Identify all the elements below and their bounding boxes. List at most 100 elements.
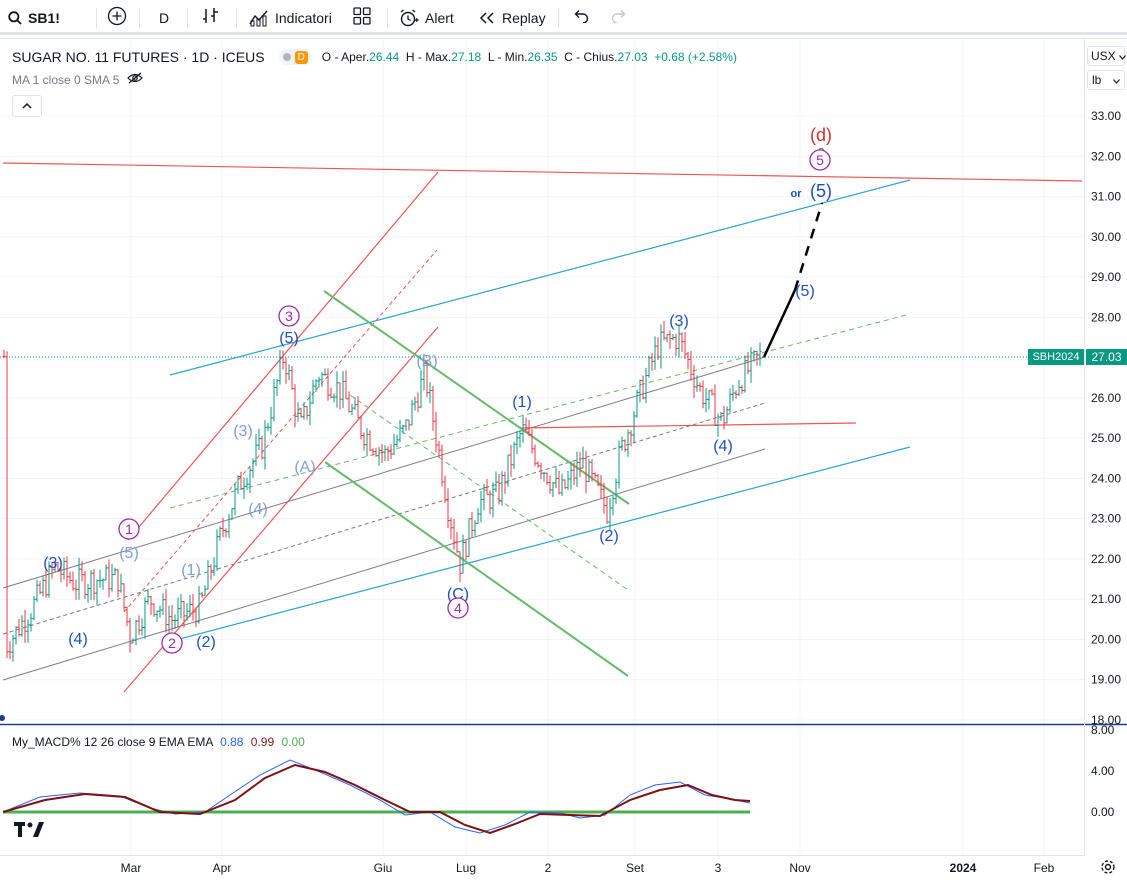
- symbol-label: SB1!: [28, 9, 60, 26]
- ohlc-values: O - Aper.26.44 H - Max.27.18 L - Min.26.…: [322, 50, 737, 64]
- time-axis[interactable]: Mar Apr Giu Lug 2 Set 3 Nov 2024 Feb: [121, 861, 1055, 875]
- wave-label[interactable]: (5): [810, 181, 832, 201]
- price-tick-label: 32.00: [1091, 149, 1121, 163]
- undo-icon: [572, 9, 590, 26]
- bar-style-button[interactable]: [202, 0, 220, 35]
- price-tick-label: 20.00: [1091, 632, 1121, 646]
- price-tick-label: 19.00: [1091, 673, 1121, 687]
- macd-legend[interactable]: My_MACD% 12 26 close 9 EMA EMA 0.88 0.99…: [12, 735, 305, 749]
- delayed-badge: D: [294, 50, 308, 64]
- trend-lines: [0, 162, 1084, 693]
- price-tick-label: 21.00: [1091, 592, 1121, 606]
- price-tick-label: 29.00: [1091, 270, 1121, 284]
- price-tick-label: 31.00: [1091, 190, 1121, 204]
- redo-button[interactable]: [610, 0, 628, 35]
- wave-label[interactable]: (3): [233, 423, 253, 440]
- currency-select[interactable]: USX: [1087, 46, 1126, 66]
- macd-tick-label: 4.00: [1091, 764, 1115, 778]
- undo-button[interactable]: [572, 0, 590, 35]
- eye-hidden-icon[interactable]: [127, 72, 144, 87]
- green-channel-lower: [324, 461, 629, 677]
- unit-select[interactable]: lb: [1087, 70, 1125, 90]
- alert-button[interactable]: Alert: [399, 0, 454, 35]
- settings-gear-icon[interactable]: [1100, 859, 1116, 880]
- wave-label[interactable]: (1): [181, 562, 201, 579]
- wave-label[interactable]: (4): [248, 501, 268, 518]
- plus-circle-icon: [107, 6, 127, 29]
- time-tick-label: 2: [545, 861, 552, 875]
- cyan-channel-upper: [169, 179, 911, 376]
- wave-label[interactable]: (d): [810, 125, 832, 145]
- wave-label[interactable]: (A): [294, 459, 315, 476]
- macd-tick-label: 0.00: [1091, 805, 1115, 819]
- wave-label[interactable]: (2): [196, 634, 216, 651]
- indicators-button[interactable]: Indicatori: [249, 0, 332, 35]
- wave-label[interactable]: (3): [43, 555, 63, 572]
- unit-label: lb: [1092, 73, 1102, 87]
- wave-label[interactable]: 1: [125, 521, 133, 537]
- price-tick-label: 33.00: [1091, 109, 1121, 123]
- symbol-price-tag: SBH2024: [1028, 349, 1084, 365]
- wave-label[interactable]: 2: [168, 635, 176, 651]
- macd-axis[interactable]: 8.00 4.00 0.00: [1091, 723, 1115, 819]
- gray-channel-upper: [2, 356, 766, 589]
- time-tick-label: Nov: [789, 861, 810, 875]
- green-channel-mid: [349, 394, 629, 591]
- wave-label[interactable]: 4: [454, 600, 462, 616]
- search-icon: [8, 10, 22, 25]
- redo-icon: [610, 9, 628, 26]
- time-tick-label: 2024: [950, 861, 977, 875]
- wave-label[interactable]: (5): [119, 545, 139, 562]
- price-tick-label: 28.00: [1091, 310, 1121, 324]
- wave-label[interactable]: (4): [713, 438, 733, 455]
- chart-title[interactable]: SUGAR NO. 11 FUTURES · 1D · ICEUS: [12, 49, 265, 65]
- alert-label: Alert: [425, 9, 454, 26]
- alarm-clock-icon: [399, 8, 419, 27]
- wave-label[interactable]: (C): [447, 586, 469, 603]
- wave-label[interactable]: (4): [68, 631, 88, 648]
- macd-pane: [2, 759, 751, 835]
- time-tick-label: Lug: [456, 861, 476, 875]
- wave-label[interactable]: (5): [279, 330, 299, 347]
- wave-label[interactable]: (5): [795, 283, 815, 300]
- tradingview-logo[interactable]: [14, 822, 46, 843]
- wave-label[interactable]: (3): [669, 313, 689, 330]
- open-label: O - Aper.: [321, 50, 370, 64]
- low-label: L - Min.: [487, 50, 528, 64]
- price-tick-label: 25.00: [1091, 431, 1121, 445]
- wave-label[interactable]: 5: [816, 152, 824, 168]
- last-price-label: 27.03: [1086, 349, 1127, 365]
- collapse-legend-button[interactable]: [12, 95, 42, 117]
- wave-label[interactable]: (B): [416, 353, 437, 370]
- ma-indicator-legend[interactable]: MA 1 close 0 SMA 5: [12, 72, 144, 87]
- replay-button[interactable]: Replay: [478, 0, 546, 35]
- top-toolbar: SB1! D Indicatori Alert R: [0, 0, 1127, 35]
- status-badge: D: [278, 49, 312, 65]
- projection-solid: [762, 289, 797, 358]
- cyan-channel-lower: [167, 446, 911, 643]
- time-tick-label: Feb: [1034, 861, 1055, 875]
- layouts-button[interactable]: [353, 0, 371, 35]
- time-tick-label: 3: [715, 861, 722, 875]
- price-tick-label: 23.00: [1091, 512, 1121, 526]
- wave-label[interactable]: (1): [512, 394, 532, 411]
- ma-label: MA 1 close 0 SMA 5: [12, 72, 120, 87]
- compare-button[interactable]: [107, 0, 127, 35]
- interval-button[interactable]: D: [159, 0, 169, 35]
- wave-label[interactable]: 3: [285, 308, 293, 324]
- chart-legend: SUGAR NO. 11 FUTURES · 1D · ICEUS D O - …: [12, 47, 737, 67]
- pane-handle[interactable]: [0, 715, 5, 721]
- wave-label[interactable]: (2): [599, 528, 619, 545]
- signal-line: [2, 763, 751, 835]
- signal-value: 0.99: [250, 735, 275, 749]
- red-resistance-line: [2, 162, 1083, 182]
- price-axis[interactable]: 33.0032.0031.0030.0029.0028.0027.0026.00…: [1091, 109, 1121, 727]
- wave-label-circle: [118, 518, 140, 540]
- red-channel-mid: [123, 249, 438, 613]
- change-value: +0.68 (+2.58%): [654, 50, 737, 64]
- symbol-search[interactable]: SB1!: [8, 0, 60, 35]
- time-tick-label: Giu: [374, 861, 393, 875]
- wave-label[interactable]: or: [791, 188, 803, 200]
- green-dashed-upper: [169, 313, 911, 509]
